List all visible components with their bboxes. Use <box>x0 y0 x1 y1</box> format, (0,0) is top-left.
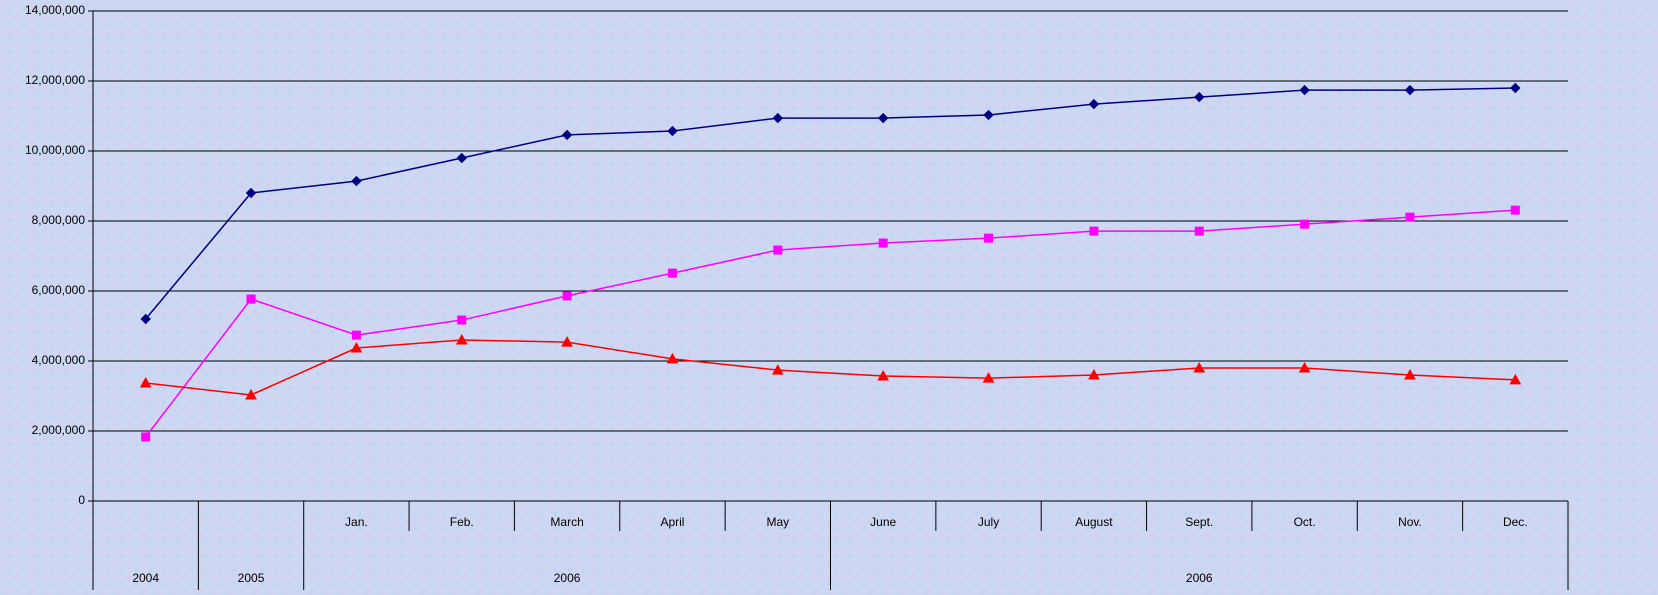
series-line <box>145 87 1516 320</box>
marker <box>350 342 363 353</box>
x-tick-label: May <box>766 515 789 529</box>
marker <box>141 432 151 442</box>
marker <box>1510 205 1520 215</box>
marker <box>562 291 572 301</box>
group-label: 2006 <box>1186 571 1213 585</box>
y-tick-label: 0 <box>78 493 85 507</box>
x-tick-label: Nov. <box>1398 515 1422 529</box>
y-tick-label: 10,000,000 <box>25 143 85 157</box>
y-tick-label: 6,000,000 <box>32 283 86 297</box>
marker <box>1510 82 1521 94</box>
marker <box>1404 368 1416 380</box>
marker <box>561 336 573 347</box>
marker <box>1509 373 1522 385</box>
marker <box>773 245 783 255</box>
marker <box>1405 212 1415 222</box>
y-tick-label: 4,000,000 <box>32 353 86 367</box>
marker <box>877 112 889 124</box>
marker <box>667 125 678 137</box>
x-tick-label: July <box>978 515 999 529</box>
marker <box>1404 84 1416 96</box>
marker <box>982 372 995 383</box>
marker <box>984 233 994 243</box>
marker <box>139 377 152 388</box>
marker <box>1088 98 1100 110</box>
x-tick-label: June <box>870 515 896 529</box>
marker <box>877 370 890 381</box>
x-tick-label: Feb. <box>450 515 474 529</box>
x-tick-label: Dec. <box>1503 515 1528 529</box>
marker <box>561 129 573 141</box>
series-line <box>145 209 1516 438</box>
marker <box>351 175 362 187</box>
marker <box>1089 226 1099 236</box>
x-tick-label: March <box>550 515 583 529</box>
marker <box>983 109 994 121</box>
x-tick-label: Oct. <box>1294 515 1316 529</box>
x-tick-label: April <box>660 515 684 529</box>
x-tick-label: August <box>1075 515 1113 529</box>
marker <box>456 152 467 164</box>
marker <box>667 268 677 278</box>
marker <box>455 333 468 345</box>
group-label: 2005 <box>238 571 265 585</box>
series-line <box>145 339 1516 396</box>
marker <box>140 313 151 325</box>
y-tick-label: 8,000,000 <box>32 213 86 227</box>
y-tick-label: 14,000,000 <box>25 3 85 17</box>
marker <box>1194 91 1205 103</box>
marker <box>1299 84 1310 96</box>
marker <box>878 238 888 248</box>
marker <box>351 330 361 340</box>
marker <box>245 187 257 199</box>
y-tick-label: 12,000,000 <box>25 73 85 87</box>
marker <box>246 294 256 304</box>
marker <box>1300 219 1310 229</box>
marker <box>771 364 784 375</box>
x-tick-label: Sept. <box>1185 515 1213 529</box>
marker <box>1194 226 1204 236</box>
marker <box>1088 368 1100 380</box>
marker <box>245 388 257 400</box>
x-tick-label: Jan. <box>345 515 368 529</box>
marker <box>772 112 784 124</box>
marker <box>666 352 679 364</box>
marker <box>1193 361 1206 373</box>
y-tick-label: 2,000,000 <box>32 423 86 437</box>
marker <box>1298 361 1311 373</box>
group-label: 2006 <box>554 571 581 585</box>
marker <box>457 315 467 325</box>
group-label: 2004 <box>132 571 159 585</box>
